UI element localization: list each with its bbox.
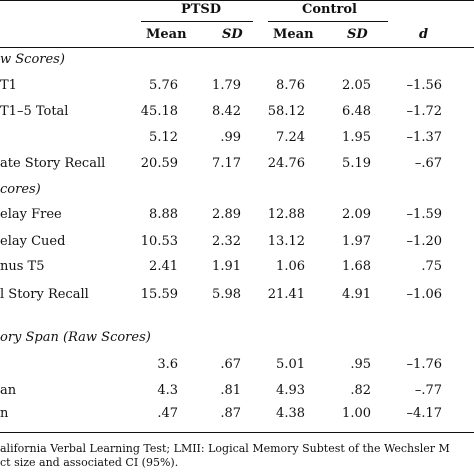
cell-ctrl-sd: 6.48 bbox=[342, 104, 371, 119]
cell-d: .75 bbox=[421, 259, 442, 274]
section-label-story-span: ory Span (Raw Scores) bbox=[0, 330, 151, 345]
cell-ctrl-sd: 1.00 bbox=[342, 406, 371, 421]
section-label-scores: cores) bbox=[0, 182, 41, 197]
cell-ctrl-sd: 2.09 bbox=[342, 207, 371, 222]
cell-ctrl-mean: 8.76 bbox=[276, 78, 305, 93]
cell-ctrl-mean: 4.93 bbox=[276, 383, 305, 398]
cell-ctrl-mean: 4.38 bbox=[276, 406, 305, 421]
cell-ptsd-mean: 5.12 bbox=[149, 130, 178, 145]
cell-label: l Story Recall bbox=[0, 287, 89, 302]
cell-d: –1.59 bbox=[406, 207, 442, 222]
cell-ptsd-sd: 5.98 bbox=[212, 287, 241, 302]
cell-ctrl-mean: 12.88 bbox=[267, 207, 305, 222]
cell-ptsd-sd: 2.89 bbox=[212, 207, 241, 222]
cell-ctrl-sd: 2.05 bbox=[342, 78, 371, 93]
cell-ctrl-mean: 24.76 bbox=[267, 156, 305, 171]
cell-label: n bbox=[0, 406, 9, 421]
cell-ctrl-mean: 58.12 bbox=[267, 104, 305, 119]
cell-ptsd-mean: 15.59 bbox=[140, 287, 178, 302]
cell-d: –1.37 bbox=[406, 130, 442, 145]
top-rule bbox=[0, 0, 474, 1]
group-header-control: Control bbox=[302, 2, 357, 17]
cell-d: –4.17 bbox=[406, 406, 442, 421]
cell-ptsd-sd: 1.79 bbox=[212, 78, 241, 93]
cell-label: nus T5 bbox=[0, 259, 45, 274]
group-header-ptsd: PTSD bbox=[180, 2, 222, 17]
ptsd-underline bbox=[141, 21, 253, 22]
col-header-mean-control: Mean bbox=[273, 27, 314, 42]
cell-ctrl-mean: 7.24 bbox=[276, 130, 305, 145]
cell-ptsd-sd: .87 bbox=[220, 406, 241, 421]
cell-ctrl-mean: 5.01 bbox=[276, 357, 305, 372]
cell-ctrl-sd: .95 bbox=[350, 357, 371, 372]
col-header-d: d bbox=[419, 27, 429, 42]
cell-label: T1 bbox=[0, 78, 17, 93]
cell-ptsd-sd: 7.17 bbox=[212, 156, 241, 171]
cell-d: –1.72 bbox=[406, 104, 442, 119]
cell-ctrl-mean: 13.12 bbox=[267, 234, 305, 249]
cell-d: –1.20 bbox=[406, 234, 442, 249]
section-label-raw-scores: w Scores) bbox=[0, 52, 65, 67]
cell-ptsd-mean: 8.88 bbox=[149, 207, 178, 222]
cell-d: –1.56 bbox=[406, 78, 442, 93]
col-header-mean-ptsd: Mean bbox=[146, 27, 187, 42]
cell-ctrl-sd: 5.19 bbox=[342, 156, 371, 171]
cell-ptsd-mean: 3.6 bbox=[157, 357, 178, 372]
cell-label: elay Free bbox=[0, 207, 62, 222]
cell-ptsd-mean: .47 bbox=[157, 406, 178, 421]
bottom-rule bbox=[0, 432, 474, 433]
cell-d: –.67 bbox=[414, 156, 442, 171]
header-rule bbox=[0, 47, 474, 48]
cell-ptsd-sd: 1.91 bbox=[212, 259, 241, 274]
cell-ctrl-sd: 1.95 bbox=[342, 130, 371, 145]
cell-d: –1.76 bbox=[406, 357, 442, 372]
cell-ptsd-sd: .99 bbox=[220, 130, 241, 145]
cell-ctrl-mean: 1.06 bbox=[276, 259, 305, 274]
cell-ptsd-mean: 10.53 bbox=[140, 234, 178, 249]
cell-d: –.77 bbox=[414, 383, 442, 398]
control-underline bbox=[268, 21, 388, 22]
cell-label: elay Cued bbox=[0, 234, 66, 249]
cell-ptsd-mean: 20.59 bbox=[140, 156, 178, 171]
table-note-line-1: alifornia Verbal Learning Test; LMII: Lo… bbox=[0, 442, 450, 455]
col-header-sd-ptsd: SD bbox=[222, 27, 243, 42]
cell-ctrl-sd: 4.91 bbox=[342, 287, 371, 302]
cell-label: an bbox=[0, 383, 17, 398]
cell-ptsd-mean: 45.18 bbox=[140, 104, 178, 119]
cell-ctrl-sd: 1.68 bbox=[342, 259, 371, 274]
table-note-line-2: ct size and associated CI (95%). bbox=[0, 456, 179, 469]
cell-ptsd-sd: .67 bbox=[220, 357, 241, 372]
cell-ptsd-sd: .81 bbox=[220, 383, 241, 398]
cell-ctrl-sd: .82 bbox=[350, 383, 371, 398]
cell-d: –1.06 bbox=[406, 287, 442, 302]
cell-ptsd-sd: 8.42 bbox=[212, 104, 241, 119]
cell-ptsd-mean: 4.3 bbox=[157, 383, 178, 398]
cell-ptsd-sd: 2.32 bbox=[212, 234, 241, 249]
cell-ptsd-mean: 5.76 bbox=[149, 78, 178, 93]
col-header-sd-control: SD bbox=[347, 27, 368, 42]
cell-label: ate Story Recall bbox=[0, 156, 106, 171]
cell-label: T1–5 Total bbox=[0, 104, 69, 119]
cell-ptsd-mean: 2.41 bbox=[149, 259, 178, 274]
cell-ctrl-mean: 21.41 bbox=[267, 287, 305, 302]
cell-ctrl-sd: 1.97 bbox=[342, 234, 371, 249]
